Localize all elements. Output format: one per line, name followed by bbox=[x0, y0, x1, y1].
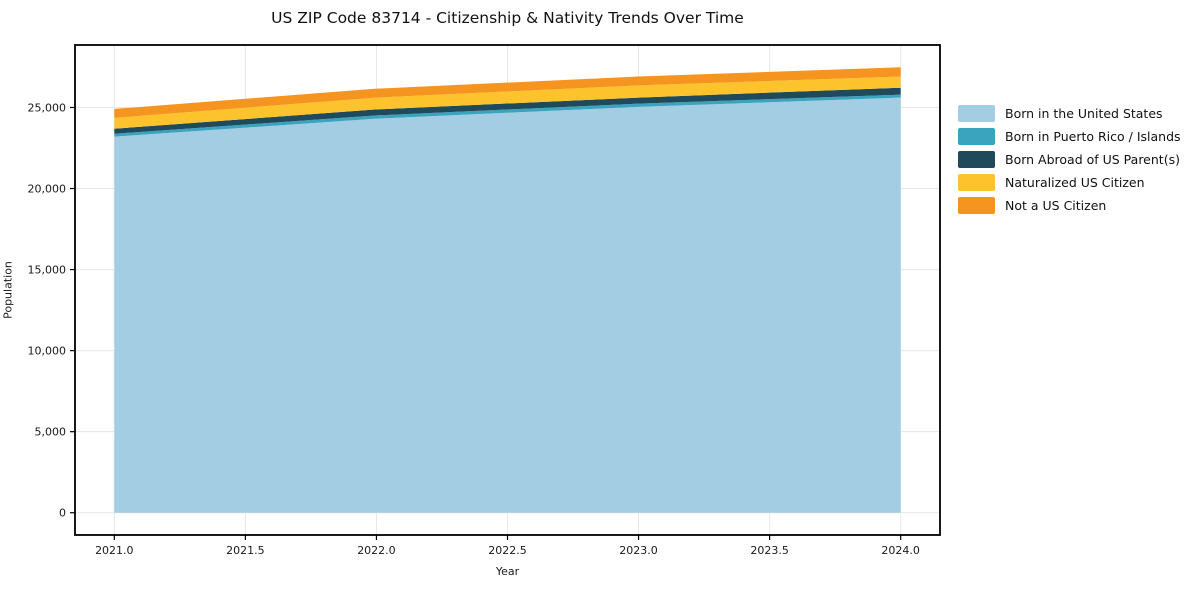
legend-item: Born Abroad of US Parent(s) bbox=[958, 151, 1181, 168]
legend-item: Not a US Citizen bbox=[958, 197, 1181, 214]
y-tick-label: 20,000 bbox=[28, 183, 67, 196]
legend-swatch-icon bbox=[958, 197, 995, 214]
legend-item: Born in the United States bbox=[958, 105, 1181, 122]
area-series-1 bbox=[114, 94, 901, 137]
legend-swatch-icon bbox=[958, 174, 995, 191]
x-tick-label: 2023.0 bbox=[619, 544, 658, 557]
legend-swatch-icon bbox=[958, 105, 995, 122]
area-series-3 bbox=[114, 76, 901, 129]
y-tick-label: 5,000 bbox=[35, 426, 67, 439]
legend-label: Not a US Citizen bbox=[1005, 198, 1107, 213]
chart-title: US ZIP Code 83714 - Citizenship & Nativi… bbox=[271, 9, 744, 27]
x-tick-label: 2024.0 bbox=[881, 544, 920, 557]
legend-label: Born Abroad of US Parent(s) bbox=[1005, 152, 1180, 167]
x-tick-label: 2022.0 bbox=[357, 544, 396, 557]
y-tick-label: 10,000 bbox=[28, 345, 67, 358]
area-series-0 bbox=[114, 97, 901, 513]
legend-label: Born in Puerto Rico / Islands bbox=[1005, 129, 1181, 144]
y-tick-label: 15,000 bbox=[28, 264, 67, 277]
legend-swatch-icon bbox=[958, 151, 995, 168]
y-tick-label: 25,000 bbox=[28, 101, 67, 114]
legend: Born in the United States Born in Puerto … bbox=[958, 105, 1181, 214]
y-axis-label: Population bbox=[1, 261, 15, 319]
legend-item: Naturalized US Citizen bbox=[958, 174, 1181, 191]
y-tick-label: 0 bbox=[59, 507, 66, 520]
legend-label: Born in the United States bbox=[1005, 106, 1163, 121]
legend-swatch-icon bbox=[958, 128, 995, 145]
legend-item: Born in Puerto Rico / Islands bbox=[958, 128, 1181, 145]
x-tick-label: 2021.5 bbox=[226, 544, 265, 557]
legend-label: Naturalized US Citizen bbox=[1005, 175, 1145, 190]
x-tick-label: 2023.5 bbox=[750, 544, 789, 557]
x-tick-label: 2022.5 bbox=[488, 544, 527, 557]
area-series-2 bbox=[114, 87, 901, 134]
area-series-4 bbox=[114, 67, 901, 118]
x-tick-label: 2021.0 bbox=[95, 544, 134, 557]
x-axis-label: Year bbox=[495, 565, 520, 578]
